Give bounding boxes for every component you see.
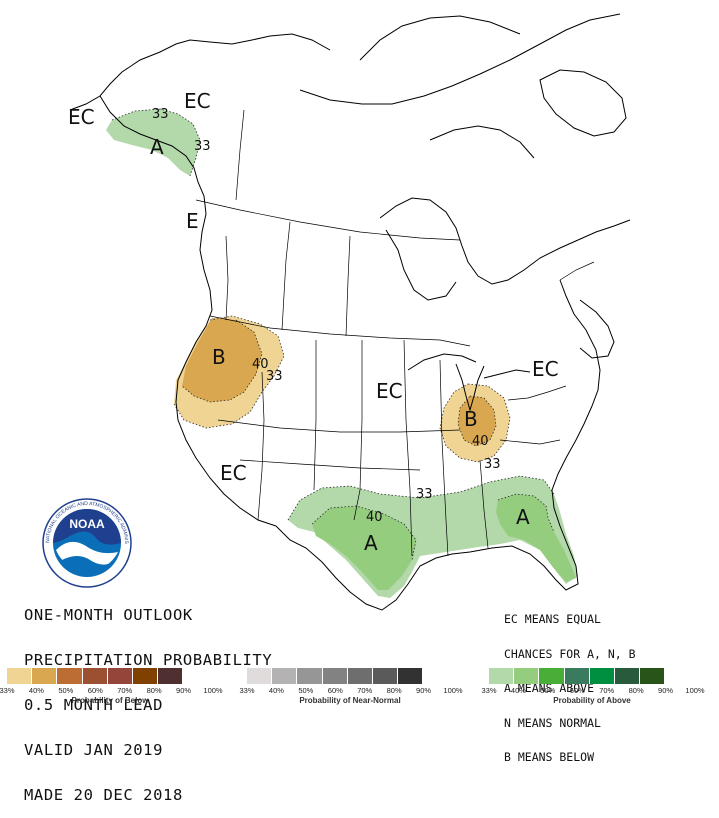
legend-tick-label: 33% <box>239 686 255 695</box>
contour-lines <box>111 108 555 561</box>
a-label-southeast: A <box>516 505 530 529</box>
legend-swatch <box>107 668 133 684</box>
noaa-logo-text: NOAA <box>69 517 105 531</box>
map-labels: EC EC A E B EC B EC EC A A <box>68 89 559 555</box>
legend-swatch <box>82 668 108 684</box>
south-above-40-area <box>312 506 416 590</box>
ec-label-alaska-west: EC <box>68 105 95 129</box>
title-line: MADE 20 DEC 2018 <box>24 786 183 804</box>
ec-legend-line: A MEANS ABOVE <box>504 681 595 695</box>
legend-above-ticks: 33% 40% 50% 60% 70% 80% 90% 100% <box>481 686 704 696</box>
legend-swatch <box>297 668 323 684</box>
legend-tick-label: 70% <box>599 686 615 695</box>
legend-normal-title: Probability of Near-Normal <box>299 696 401 705</box>
legend-swatch <box>347 668 373 684</box>
legend-tick-label: 33% <box>481 686 497 695</box>
title-line: ONE-MONTH OUTLOOK <box>24 606 193 624</box>
legend-swatch <box>539 668 565 684</box>
b-label-northwest: B <box>212 345 226 369</box>
legend-tick-label: 90% <box>176 686 192 695</box>
svg-text:NATIONAL OCEANIC AND ATMOSPHER: NATIONAL OCEANIC AND ATMOSPHERIC ADMINIS… <box>0 0 129 545</box>
legend-tick-label: 80% <box>628 686 644 695</box>
legend-tick-label: 60% <box>87 686 103 695</box>
legend-swatch <box>32 668 58 684</box>
legend-swatch <box>7 668 33 684</box>
legend-tick-label: 100% <box>203 686 223 695</box>
political-boundaries <box>195 109 595 557</box>
legend-tick-label: 60% <box>327 686 343 695</box>
legend-tick-label: 40% <box>268 686 284 695</box>
legend-tick-label: 60% <box>569 686 585 695</box>
ec-label-panhandle: E <box>186 209 199 233</box>
legend-normal-ticks: 33% 40% 50% 60% 70% 80% 90% 100% <box>239 686 462 696</box>
legend-below-swatches <box>7 668 184 684</box>
contour-label: 33 <box>266 369 283 384</box>
southeast-above-40-area <box>496 494 576 582</box>
legend-swatch <box>272 668 298 684</box>
legend-tick-label: 90% <box>658 686 674 695</box>
legend-tick-label: 33% <box>0 686 15 695</box>
legend-tick-label: 100% <box>685 686 705 695</box>
title-line: PRECIPITATION PROBABILITY <box>24 651 273 669</box>
legend-swatch <box>132 668 159 684</box>
contour-value-labels: 33 33 40 33 40 33 33 40 <box>152 107 501 525</box>
ohio-below-40-area <box>458 396 496 446</box>
contour-label: 33 <box>194 139 211 154</box>
ec-label-central: EC <box>376 379 403 403</box>
alaska-above-33-area <box>106 109 200 176</box>
legend-below-ticks: 33% 40% 50% 60% 70% 80% 90% 100% <box>0 686 223 696</box>
contour-label: 33 <box>416 487 433 502</box>
legend-below-title: Probability of Below <box>71 696 149 705</box>
legend-swatch <box>158 668 184 684</box>
outlook-map: EC EC A E B EC B EC EC A A 33 33 40 33 4… <box>0 0 631 611</box>
legend-swatch <box>589 668 615 684</box>
legend-swatch <box>247 668 273 684</box>
ec-label-northeast: EC <box>532 357 559 381</box>
noaa-ring-text: NATIONAL OCEANIC AND ATMOSPHERIC ADMINIS… <box>0 0 129 545</box>
ec-legend-line: EC MEANS EQUAL <box>504 612 601 626</box>
ec-legend-line: B MEANS BELOW <box>504 750 595 764</box>
ec-label-alaska-north: EC <box>184 89 211 113</box>
legend-tick-label: 50% <box>58 686 74 695</box>
contour-label: 33 <box>484 457 501 472</box>
contour-label: 40 <box>472 434 489 449</box>
legend-swatch <box>614 668 641 684</box>
contour-label: 40 <box>252 357 269 372</box>
noaa-logo: NOAA NATIONAL OCEANIC AND ATMOSPHERIC AD… <box>0 0 132 588</box>
ec-label-southwest: EC <box>220 461 247 485</box>
shading-layer <box>106 109 578 598</box>
ec-legend-line: CHANCES FOR A, N, B <box>504 646 636 661</box>
ec-legend-line: N MEANS NORMAL <box>504 715 601 730</box>
title-line: VALID JAN 2019 <box>24 741 164 759</box>
legend-swatch <box>640 668 666 684</box>
legend-normal-swatches <box>247 668 424 684</box>
contour-label: 33 <box>152 107 169 122</box>
coastlines <box>69 13 631 611</box>
legend-above-swatches <box>489 668 666 684</box>
contour-label: 40 <box>366 510 383 525</box>
legend-swatch <box>564 668 590 684</box>
legend-tick-label: 90% <box>416 686 432 695</box>
legend-tick-label: 70% <box>357 686 373 695</box>
legend-tick-label: 40% <box>510 686 526 695</box>
legend-tick-label: 40% <box>28 686 44 695</box>
legend-tick-label: 80% <box>386 686 402 695</box>
b-label-ohio: B <box>464 407 478 431</box>
a-label-south: A <box>364 531 378 555</box>
legend-tick-label: 80% <box>146 686 162 695</box>
legend-tick-label: 100% <box>443 686 463 695</box>
legend-swatch <box>514 668 540 684</box>
legend-swatch <box>489 668 515 684</box>
a-label-alaska: A <box>150 135 164 159</box>
legend-above-title: Probability of Above <box>553 696 631 705</box>
legend-tick-label: 50% <box>298 686 314 695</box>
northwest-below-40-area <box>182 318 262 402</box>
legend-swatch <box>372 668 399 684</box>
legend-swatch <box>322 668 348 684</box>
legend-tick-label: 70% <box>117 686 133 695</box>
legend-tick-label: 50% <box>540 686 556 695</box>
legend-swatch <box>57 668 83 684</box>
legend-swatch <box>398 668 424 684</box>
